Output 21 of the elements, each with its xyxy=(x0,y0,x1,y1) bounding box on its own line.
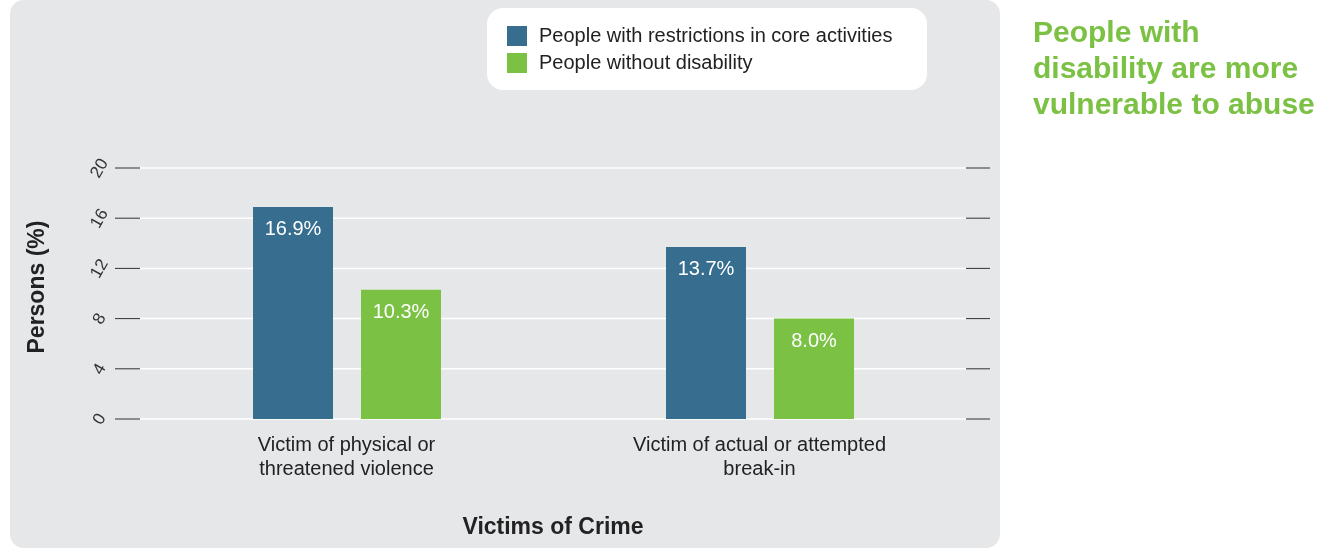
y-tick-label: 20 xyxy=(86,155,112,181)
legend-label: People with restrictions in core activities xyxy=(539,24,893,47)
y-tick-label: 16 xyxy=(86,205,112,232)
y-axis-title: Persons (%) xyxy=(23,220,50,354)
bar xyxy=(253,206,333,419)
data-label: 8.0% xyxy=(791,328,838,351)
bar xyxy=(361,289,441,419)
x-axis-title: Victims of Crime xyxy=(462,513,644,539)
bar xyxy=(774,318,854,419)
x-tick-label: Victim of physical or threatened violence xyxy=(257,433,436,480)
x-tick-label: Victim of actual or attempted break-in xyxy=(632,433,887,480)
data-label: 13.7% xyxy=(677,257,735,280)
data-label: 10.3% xyxy=(372,299,430,322)
y-tick-label: 8 xyxy=(88,309,110,328)
bar xyxy=(666,247,746,419)
y-tick-label: 0 xyxy=(88,410,110,428)
legend-label: People without disability xyxy=(539,51,753,74)
text: People with disability are more vulnerable to abuse xyxy=(1033,14,1316,122)
data-label: 16.9% xyxy=(264,216,322,239)
y-tick-label: 12 xyxy=(86,255,112,282)
y-tick-label: 4 xyxy=(88,359,110,378)
